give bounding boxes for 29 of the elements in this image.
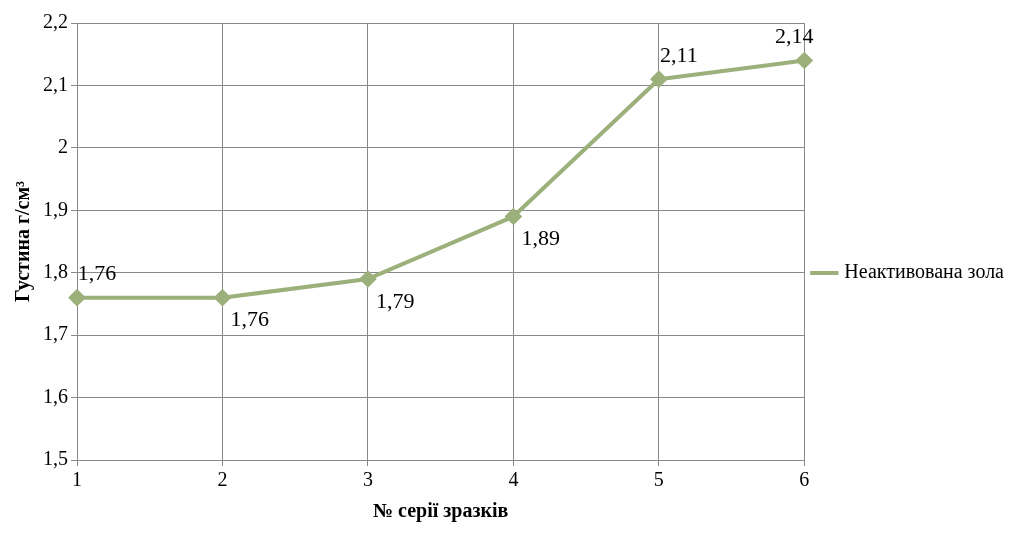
y-tick-label: 2,2 [43, 10, 68, 33]
y-tick-label: 2 [58, 135, 68, 158]
point [214, 289, 231, 306]
data-label: 1,89 [521, 225, 560, 251]
y-tick-label: 2,1 [43, 72, 68, 95]
point [69, 289, 85, 306]
x-tick-label: 1 [72, 468, 82, 491]
point [359, 270, 376, 287]
y-tick-label: 1,8 [43, 259, 68, 282]
data-label: 1,79 [375, 287, 415, 313]
data-label: 1,76 [77, 260, 117, 286]
y-tick-label: 1,6 [43, 384, 68, 407]
point [796, 52, 813, 69]
data-label: 1,76 [230, 306, 269, 332]
x-tick-label: 3 [362, 468, 373, 491]
x-tick-label: 4 [508, 468, 519, 491]
point [505, 208, 522, 225]
x-tick-label: 6 [799, 468, 810, 491]
x-tick-label: 2 [217, 468, 228, 491]
y-tick-label: 1,9 [43, 197, 68, 220]
y-tick-label: 1,7 [43, 322, 68, 345]
x-tick-label: 5 [653, 468, 664, 491]
data-label: 2,11 [660, 41, 698, 67]
legend-label: Неактивована зола [844, 260, 1005, 283]
x-axis-title: № серії зразків [372, 499, 509, 523]
y-axis-title: Густина г/см³ [11, 180, 35, 303]
point [650, 71, 667, 88]
y-tick-label: 1,5 [43, 447, 68, 470]
data-label: 2,14 [775, 23, 814, 49]
